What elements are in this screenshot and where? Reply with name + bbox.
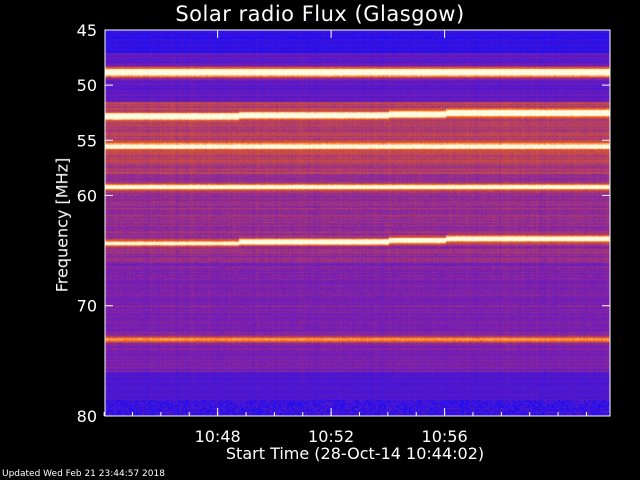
x-tick-label: 10:56 <box>422 427 468 446</box>
y-tick-label: 60 <box>77 186 97 205</box>
y-tick-label: 55 <box>77 131 97 150</box>
chart-title: Solar radio Flux (Glasgow) <box>175 2 465 26</box>
plot-frame <box>104 29 611 417</box>
x-tick-label: 10:48 <box>195 427 241 446</box>
x-ticks: 10:48 10:52 10:56 <box>103 30 587 446</box>
x-tick-label: 10:52 <box>308 427 354 446</box>
update-timestamp: Updated Wed Feb 21 23:44:57 2018 <box>2 469 165 479</box>
y-ticks: 45 50 55 60 70 80 <box>77 21 610 426</box>
y-tick-label: 80 <box>77 407 97 426</box>
y-tick-label: 45 <box>77 21 97 40</box>
y-tick-label: 50 <box>77 76 97 95</box>
y-tick-label: 70 <box>77 297 97 316</box>
x-axis-label: Start Time (28-Oct-14 10:44:02) <box>225 444 485 463</box>
